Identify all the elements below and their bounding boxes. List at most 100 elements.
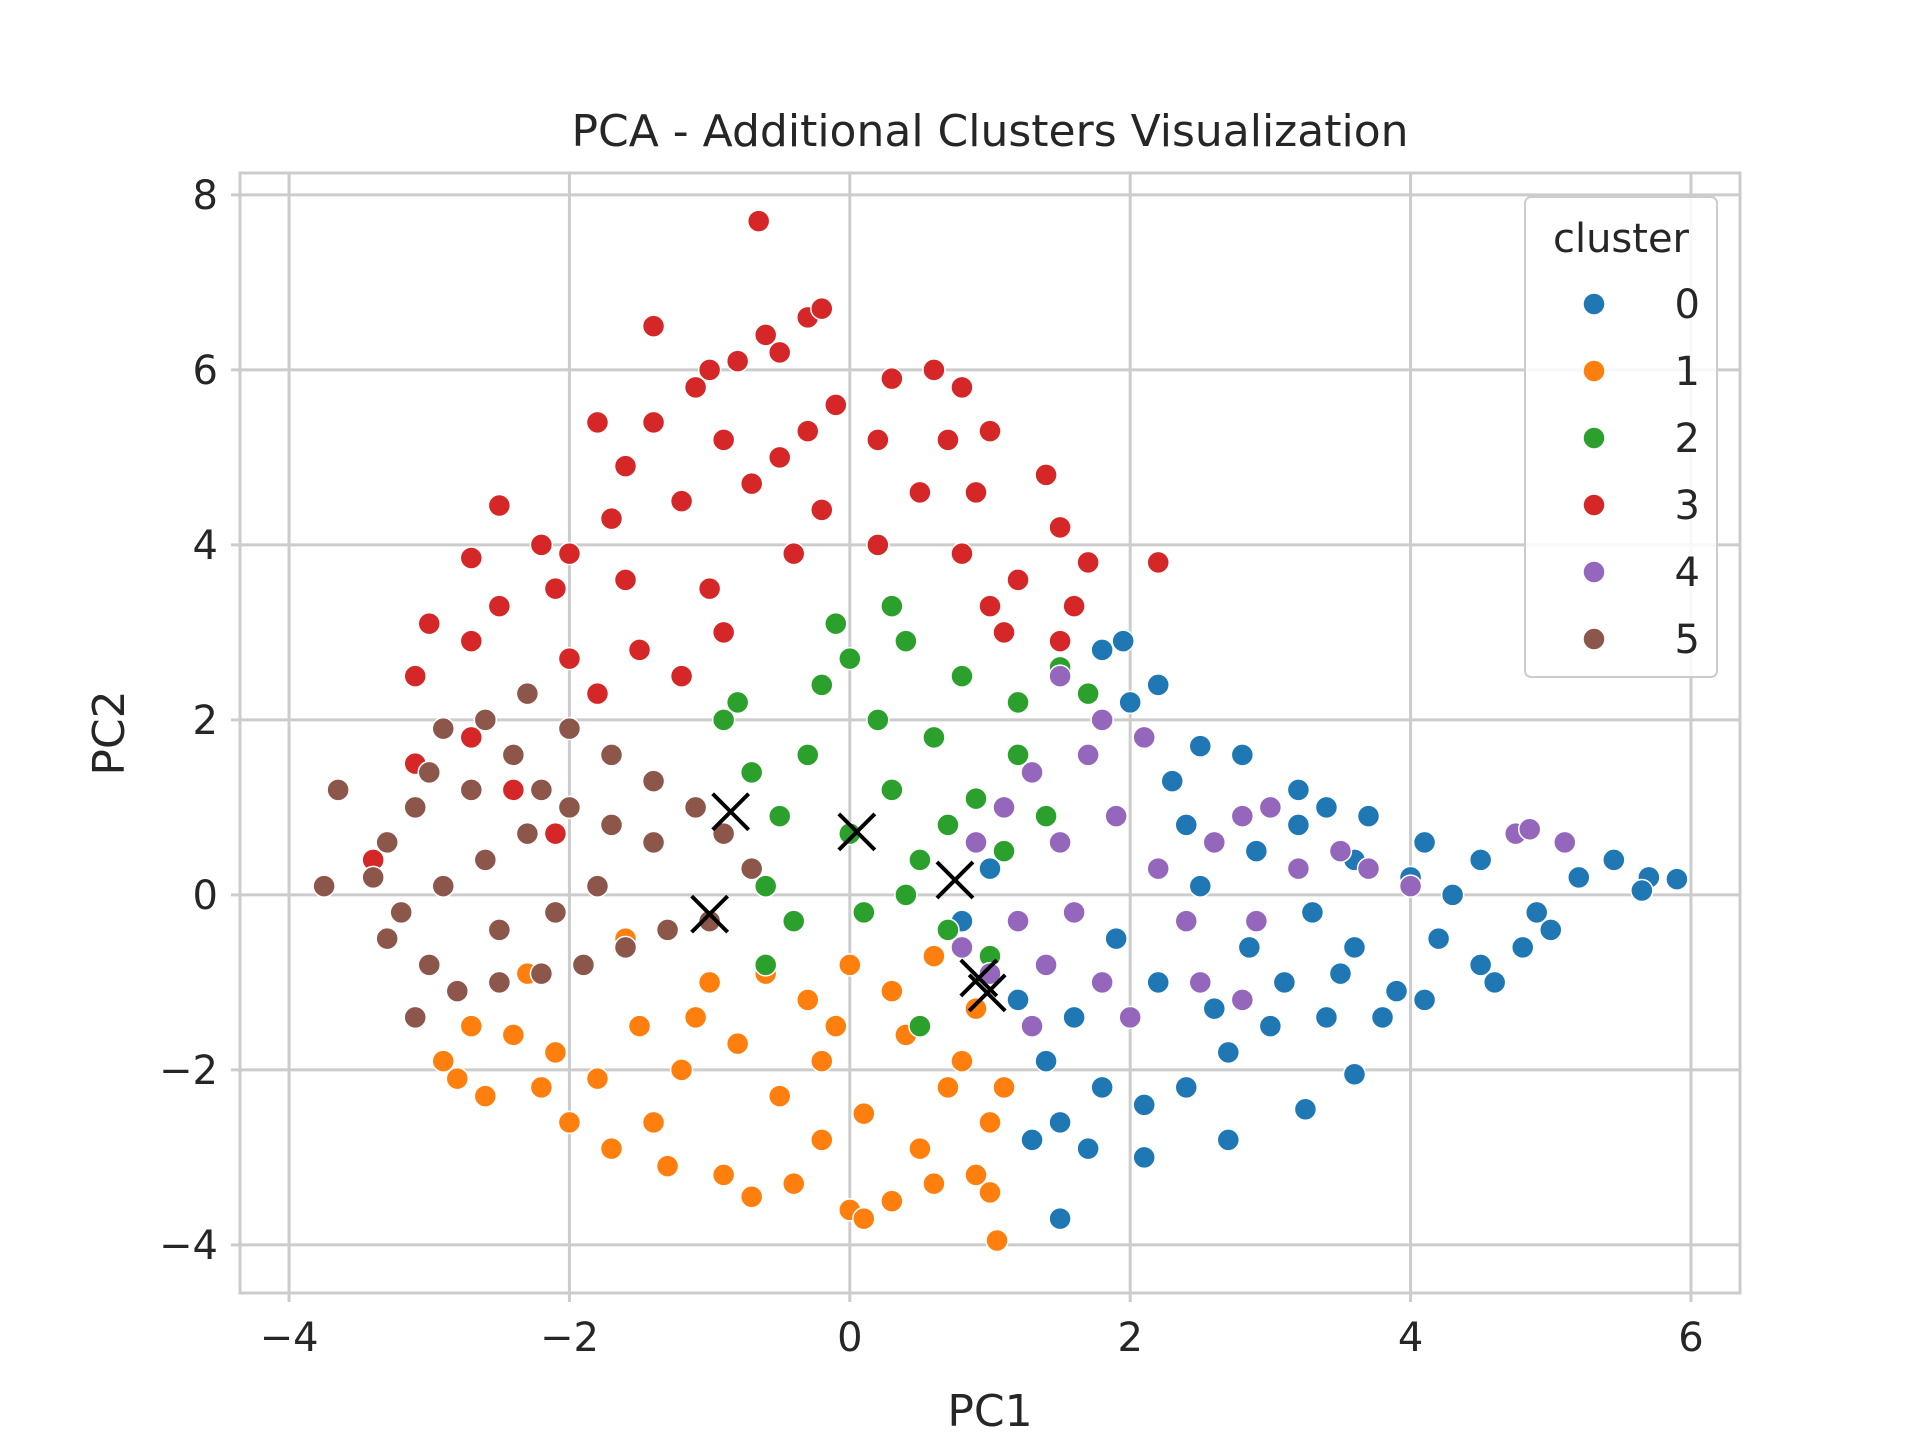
data-point bbox=[697, 358, 722, 382]
points-layer bbox=[312, 209, 1689, 1253]
data-point bbox=[978, 419, 1002, 443]
data-point bbox=[1517, 817, 1542, 841]
data-point bbox=[1188, 970, 1213, 995]
data-point bbox=[950, 541, 974, 566]
data-point bbox=[753, 874, 778, 898]
legend-marker bbox=[1582, 426, 1606, 450]
data-point bbox=[894, 629, 918, 653]
data-point bbox=[908, 480, 932, 505]
legend-entries: 0 1 2 3 4 5 bbox=[1582, 282, 1700, 663]
data-point bbox=[767, 340, 792, 365]
data-point bbox=[1230, 743, 1255, 767]
centroid-marker bbox=[837, 812, 877, 852]
data-point bbox=[1062, 900, 1086, 925]
data-point bbox=[1188, 874, 1213, 898]
data-point bbox=[753, 323, 778, 347]
data-point bbox=[599, 743, 624, 767]
data-point bbox=[403, 664, 427, 688]
data-point bbox=[431, 1049, 456, 1073]
data-point bbox=[585, 1066, 610, 1091]
data-point bbox=[739, 856, 764, 881]
data-point bbox=[697, 909, 722, 933]
data-point bbox=[1216, 1040, 1241, 1065]
y-tick-label: 4 bbox=[193, 523, 218, 569]
data-point bbox=[880, 979, 904, 1003]
data-point bbox=[417, 611, 442, 636]
data-point bbox=[1468, 848, 1493, 872]
data-point bbox=[810, 498, 834, 522]
data-point bbox=[1426, 926, 1451, 951]
data-point bbox=[1076, 681, 1100, 706]
data-point bbox=[529, 533, 554, 557]
data-point bbox=[810, 1128, 834, 1152]
legend-entry-0: 0 bbox=[1582, 282, 1700, 328]
data-point bbox=[1048, 830, 1072, 855]
data-point bbox=[1034, 953, 1058, 977]
data-point bbox=[557, 646, 582, 671]
data-point bbox=[585, 410, 610, 435]
x-axis-label: PC1 bbox=[947, 1386, 1032, 1437]
data-point bbox=[501, 743, 526, 767]
data-point bbox=[1048, 515, 1072, 540]
data-point bbox=[669, 664, 694, 688]
data-point bbox=[1020, 1014, 1044, 1038]
data-point bbox=[1342, 935, 1367, 960]
y-tick-label: −2 bbox=[159, 1048, 218, 1094]
data-point bbox=[936, 918, 960, 942]
data-point bbox=[1665, 867, 1689, 891]
series-cluster-1 bbox=[431, 926, 1016, 1253]
data-point bbox=[1006, 909, 1030, 933]
data-point bbox=[978, 1180, 1002, 1205]
data-point bbox=[796, 988, 820, 1012]
data-point bbox=[431, 874, 456, 898]
data-point bbox=[880, 594, 904, 618]
data-point bbox=[1258, 1014, 1283, 1038]
data-point bbox=[1076, 1136, 1100, 1161]
data-point bbox=[936, 813, 960, 837]
data-point bbox=[1006, 743, 1030, 767]
data-point bbox=[936, 428, 960, 452]
centroid-stroke bbox=[935, 860, 975, 900]
data-point bbox=[908, 1014, 932, 1038]
data-point bbox=[838, 646, 862, 671]
x-tick-label: 0 bbox=[837, 1315, 862, 1361]
plot-frame bbox=[238, 171, 1742, 1295]
data-point bbox=[964, 996, 988, 1021]
data-point bbox=[739, 471, 764, 496]
data-point bbox=[922, 1171, 946, 1196]
legend-box bbox=[1524, 196, 1718, 678]
data-point bbox=[641, 1110, 666, 1135]
data-point bbox=[781, 909, 806, 933]
data-point bbox=[473, 848, 498, 872]
data-point bbox=[978, 594, 1002, 618]
data-point bbox=[1272, 970, 1297, 995]
data-point bbox=[1244, 839, 1269, 863]
data-point bbox=[1538, 918, 1563, 942]
data-point bbox=[964, 1163, 988, 1187]
centroid-marker bbox=[935, 860, 975, 900]
data-point bbox=[739, 760, 764, 785]
series-cluster-0 bbox=[950, 629, 1689, 1231]
data-point bbox=[459, 629, 484, 653]
data-point bbox=[1076, 743, 1100, 767]
data-point bbox=[922, 358, 946, 382]
data-point bbox=[655, 1154, 680, 1178]
data-point bbox=[824, 393, 848, 417]
data-point bbox=[852, 1101, 876, 1126]
data-point bbox=[403, 1005, 427, 1030]
data-point bbox=[459, 725, 484, 750]
data-point bbox=[739, 1185, 764, 1209]
data-point bbox=[445, 979, 470, 1003]
data-point bbox=[781, 1171, 806, 1196]
data-point bbox=[1090, 638, 1114, 662]
data-point bbox=[1412, 988, 1437, 1012]
data-point bbox=[1048, 1206, 1072, 1231]
data-point bbox=[1188, 734, 1213, 758]
data-point bbox=[781, 541, 806, 566]
data-point bbox=[1146, 550, 1170, 575]
series-cluster-5 bbox=[312, 681, 764, 1030]
data-point bbox=[922, 725, 946, 750]
data-point bbox=[529, 961, 554, 986]
centroid-marker bbox=[967, 973, 1007, 1013]
data-point bbox=[880, 778, 904, 802]
